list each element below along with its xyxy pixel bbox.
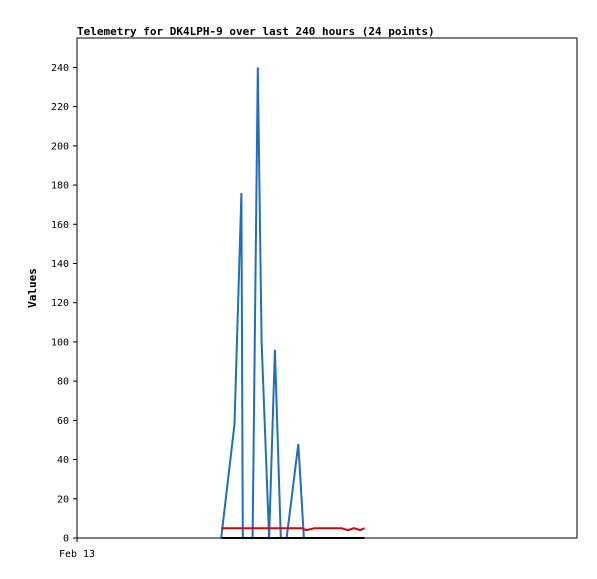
y-tick-label: 40 [57, 455, 69, 466]
y-tick-label: 120 [51, 298, 69, 309]
series-group [220, 67, 365, 539]
series-line-0 [220, 67, 305, 539]
y-tick-label: 100 [51, 337, 69, 348]
x-tick-label: Feb 13 [59, 549, 95, 560]
y-tick-label: 20 [57, 494, 69, 505]
y-tick-label: 160 [51, 220, 69, 231]
series-line-1 [221, 527, 365, 532]
y-tick-label: 80 [57, 377, 69, 388]
y-tick-label: 140 [51, 259, 69, 270]
chart-title: Telemetry for DK4LPH-9 over last 240 hou… [77, 25, 435, 38]
y-tick-label: 180 [51, 181, 69, 192]
y-tick-label: 200 [51, 141, 69, 152]
y-tick-label: 240 [51, 63, 69, 74]
y-tick-label: 60 [57, 416, 69, 427]
y-axis-label: Values [26, 268, 39, 308]
y-tick-label: 220 [51, 102, 69, 113]
y-axis: 0 20 40 60 80 100 120 140 160 180 200 220 240 [51, 63, 77, 545]
y-tick-label: 0 [63, 534, 69, 545]
plot-frame [76, 37, 578, 539]
x-axis: Feb 13 [59, 538, 95, 560]
